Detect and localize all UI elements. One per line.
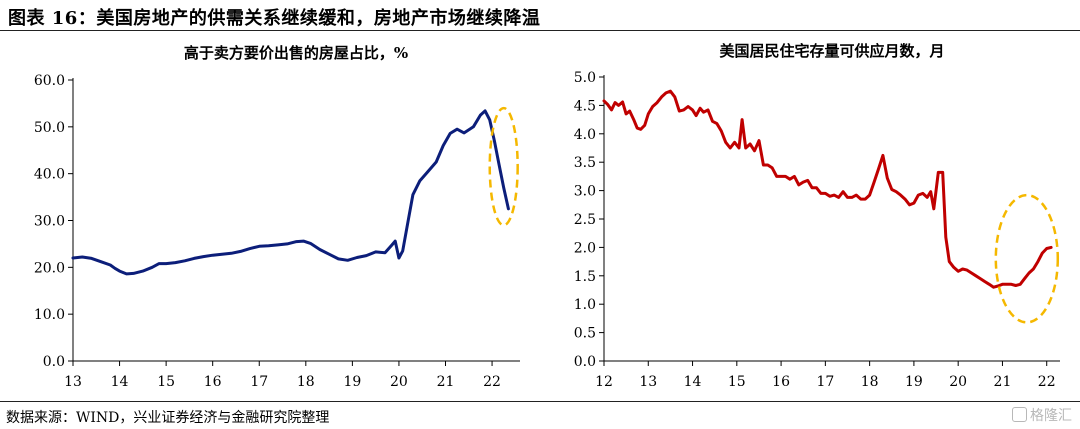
y-tick-label: 30.0 bbox=[34, 214, 65, 230]
x-tick-label: 16 bbox=[204, 374, 222, 390]
bottom-rule bbox=[0, 401, 1080, 402]
highlight-ellipse bbox=[488, 106, 519, 227]
figure-title: 图表 16：美国房地产的供需关系继续缓和，房地产市场继续降温 bbox=[8, 8, 541, 29]
y-tick-label: 0.5 bbox=[574, 326, 596, 342]
y-tick-label: 4.0 bbox=[574, 127, 596, 143]
x-tick-label: 18 bbox=[861, 374, 879, 390]
y-tick-label: 20.0 bbox=[34, 260, 65, 276]
x-tick-label: 21 bbox=[437, 374, 455, 390]
x-tick-label: 14 bbox=[684, 374, 702, 390]
y-tick-label: 5.0 bbox=[574, 70, 596, 86]
x-tick-label: 19 bbox=[905, 374, 923, 390]
x-tick-label: 17 bbox=[816, 374, 834, 390]
x-tick-label: 13 bbox=[639, 374, 657, 390]
x-tick-label: 14 bbox=[111, 374, 129, 390]
y-tick-label: 4.5 bbox=[574, 98, 596, 114]
chart-title: 美国居民住宅存量可供应月数，月 bbox=[719, 42, 944, 60]
y-tick-label: 1.0 bbox=[574, 297, 596, 313]
y-tick-label: 1.5 bbox=[574, 269, 596, 285]
x-tick-label: 15 bbox=[728, 374, 746, 390]
x-tick-label: 16 bbox=[772, 374, 790, 390]
x-tick-label: 21 bbox=[994, 374, 1012, 390]
x-tick-label: 18 bbox=[297, 374, 315, 390]
y-tick-label: 2.5 bbox=[574, 212, 596, 228]
y-tick-label: 10.0 bbox=[34, 307, 65, 323]
x-tick-label: 13 bbox=[64, 374, 82, 390]
highlight-ellipse bbox=[994, 193, 1060, 324]
series-line bbox=[71, 109, 510, 276]
x-tick-label: 20 bbox=[949, 374, 967, 390]
watermark-text: 格隆汇 bbox=[1030, 408, 1072, 424]
x-tick-label: 20 bbox=[390, 374, 408, 390]
series-line bbox=[602, 89, 1053, 289]
x-tick-label: 17 bbox=[250, 374, 268, 390]
watermark: 格隆汇 bbox=[1012, 405, 1072, 425]
top-rule bbox=[0, 30, 1080, 31]
y-tick-label: 50.0 bbox=[34, 120, 65, 136]
watermark-logo-icon bbox=[1012, 407, 1027, 422]
x-tick-label: 19 bbox=[343, 374, 361, 390]
y-tick-label: 2.0 bbox=[574, 240, 596, 256]
y-tick-label: 3.5 bbox=[574, 155, 596, 171]
chart-left: 高于卖方要价出售的房屋占比，% 0.0 10.0 20.0 30.0 40.0 50.0 60… bbox=[34, 44, 520, 390]
x-tick-label: 22 bbox=[1038, 374, 1056, 390]
y-tick-label: 0.0 bbox=[574, 354, 596, 370]
y-tick-label: 3.0 bbox=[574, 184, 596, 200]
x-tick-label: 15 bbox=[157, 374, 175, 390]
y-tick-label: 0.0 bbox=[43, 354, 65, 370]
x-tick-label: 22 bbox=[483, 374, 501, 390]
y-tick-label: 40.0 bbox=[34, 167, 65, 183]
source-note: 数据来源：WIND，兴业证券经济与金融研究院整理 bbox=[6, 410, 330, 426]
y-tick-label: 60.0 bbox=[34, 73, 65, 89]
x-tick-label: 12 bbox=[595, 374, 613, 390]
chart-right: 美国居民住宅存量可供应月数，月 0.0 0.5 1.0 1.5 2.0 2.5 3.0 3.5 4… bbox=[574, 42, 1060, 390]
chart-title: 高于卖方要价出售的房屋占比，% bbox=[184, 44, 408, 62]
